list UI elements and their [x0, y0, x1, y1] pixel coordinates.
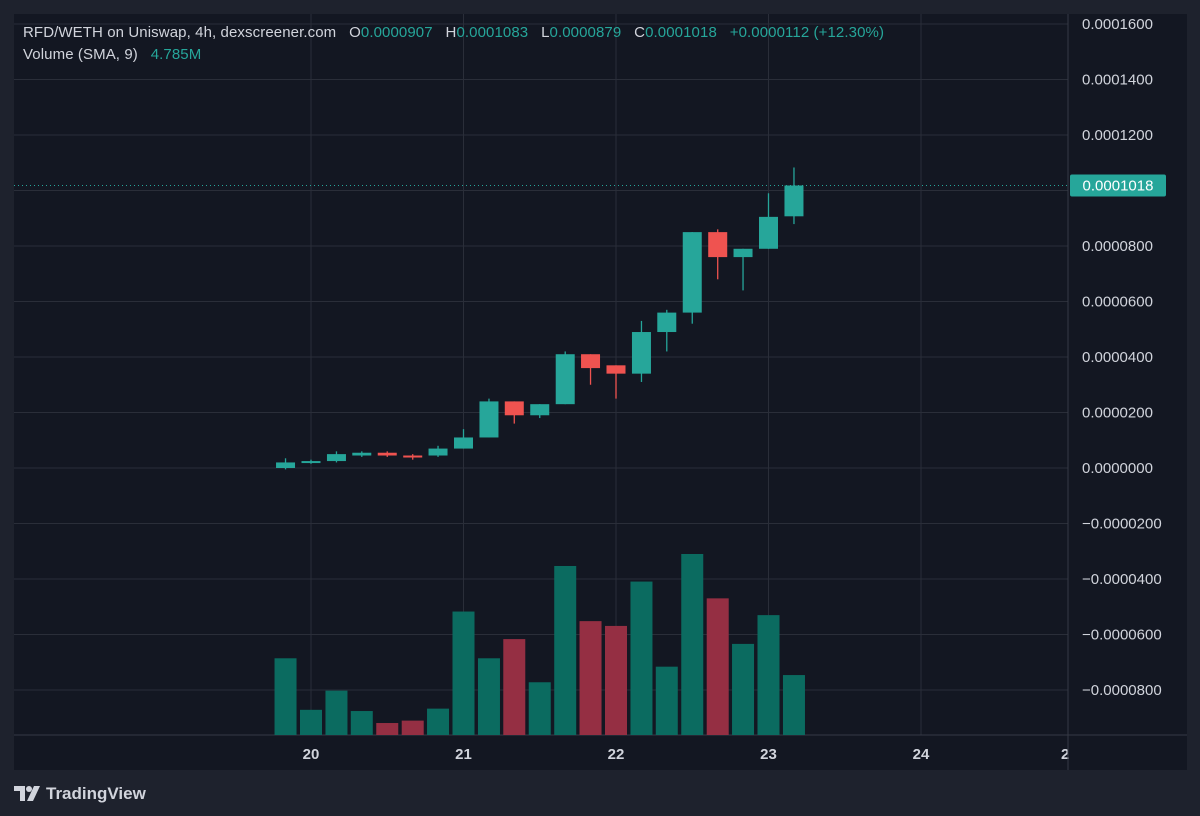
volume-label: Volume (SMA, 9) — [23, 46, 138, 63]
change-value: +0.0000112 (+12.30%) — [729, 24, 885, 41]
tradingview-brand[interactable]: TradingView — [14, 784, 146, 804]
candle-body[interactable] — [530, 404, 550, 416]
close-label: C — [634, 24, 646, 41]
candle-body[interactable] — [326, 454, 346, 462]
volume-bar[interactable] — [681, 554, 704, 735]
volume-bar[interactable] — [274, 658, 297, 735]
candle-body[interactable] — [555, 354, 575, 405]
candle-body[interactable] — [377, 452, 397, 456]
volume-bar[interactable] — [757, 615, 780, 735]
y-tick-label: −0.0000400 — [1082, 571, 1162, 588]
volume-bar[interactable] — [300, 709, 322, 735]
volume-legend: Volume (SMA, 9) 4.785M — [23, 46, 201, 63]
y-tick-label: 0.0000800 — [1082, 238, 1153, 255]
tradingview-logo-icon — [14, 786, 40, 801]
x-tick-label: 24 — [913, 746, 930, 763]
volume-bar[interactable] — [706, 598, 729, 735]
candle-body[interactable] — [759, 216, 778, 249]
x-tick-label: 23 — [760, 746, 777, 763]
volume-bar[interactable] — [782, 675, 805, 735]
candle-body[interactable] — [428, 448, 448, 456]
candle-body[interactable] — [352, 452, 372, 456]
candle-body[interactable] — [784, 185, 804, 217]
volume-bar[interactable] — [401, 720, 424, 735]
volume-bar[interactable] — [503, 639, 526, 735]
candle-body[interactable] — [504, 401, 524, 416]
y-tick-label: 0.0001600 — [1082, 16, 1153, 33]
candle-body[interactable] — [606, 365, 626, 374]
high-value: 0.0001083 — [456, 24, 529, 41]
candle-body[interactable] — [657, 312, 677, 333]
volume-bar[interactable] — [528, 682, 551, 735]
volume-bar[interactable] — [732, 643, 755, 735]
low-label: L — [541, 24, 550, 41]
x-tick-label: 20 — [303, 746, 320, 763]
x-tick-label: 21 — [455, 746, 472, 763]
candle-body[interactable] — [708, 232, 728, 258]
volume-bar[interactable] — [452, 611, 475, 735]
low-value: 0.0000879 — [549, 24, 622, 41]
candle-body[interactable] — [479, 401, 499, 438]
brand-name: TradingView — [46, 784, 146, 803]
candle-body[interactable] — [581, 354, 601, 369]
x-tick-label: 22 — [608, 746, 625, 763]
close-value: 0.0001018 — [645, 24, 717, 41]
candle-body[interactable] — [454, 437, 473, 449]
x-tick-label: 2 — [1061, 746, 1069, 763]
volume-bar[interactable] — [605, 625, 627, 735]
candle-body[interactable] — [682, 232, 702, 313]
y-tick-label: 0.0001400 — [1082, 72, 1153, 89]
volume-value: 4.785M — [150, 46, 202, 63]
y-tick-label: 0.0000600 — [1082, 294, 1153, 311]
open-value: 0.0000907 — [360, 24, 433, 41]
candle-body[interactable] — [733, 248, 753, 258]
high-label: H — [445, 24, 457, 41]
volume-bar[interactable] — [630, 581, 653, 735]
volume-bar[interactable] — [655, 666, 678, 735]
y-tick-label: 0.0000200 — [1082, 405, 1153, 422]
candle-body[interactable] — [631, 332, 651, 374]
candle-body[interactable] — [301, 461, 321, 464]
volume-bar[interactable] — [427, 708, 450, 735]
volume-bar[interactable] — [376, 723, 399, 735]
ohlc-legend: RFD/WETH on Uniswap, 4h, dexscreener.com… — [23, 24, 884, 41]
symbol-title: RFD/WETH on Uniswap, 4h, dexscreener.com — [23, 24, 337, 41]
last-price-badge — [1070, 174, 1166, 197]
volume-bar[interactable] — [477, 658, 500, 735]
y-tick-label: −0.0000600 — [1082, 627, 1162, 644]
y-tick-label: −0.0000200 — [1082, 516, 1162, 533]
candle-body[interactable] — [403, 455, 423, 458]
y-tick-label: 0.0000000 — [1082, 460, 1153, 477]
volume-bar[interactable] — [554, 565, 577, 735]
volume-bar[interactable] — [325, 690, 348, 735]
open-label: O — [349, 24, 361, 41]
y-tick-label: 0.0001200 — [1082, 127, 1153, 144]
y-tick-label: −0.0000800 — [1082, 682, 1162, 699]
volume-bar[interactable] — [579, 621, 602, 735]
candle-body[interactable] — [276, 462, 296, 468]
last-price-badge-label: 0.0001018 — [1083, 178, 1154, 195]
y-tick-label: 0.0000400 — [1082, 349, 1153, 366]
volume-bar[interactable] — [350, 711, 373, 735]
